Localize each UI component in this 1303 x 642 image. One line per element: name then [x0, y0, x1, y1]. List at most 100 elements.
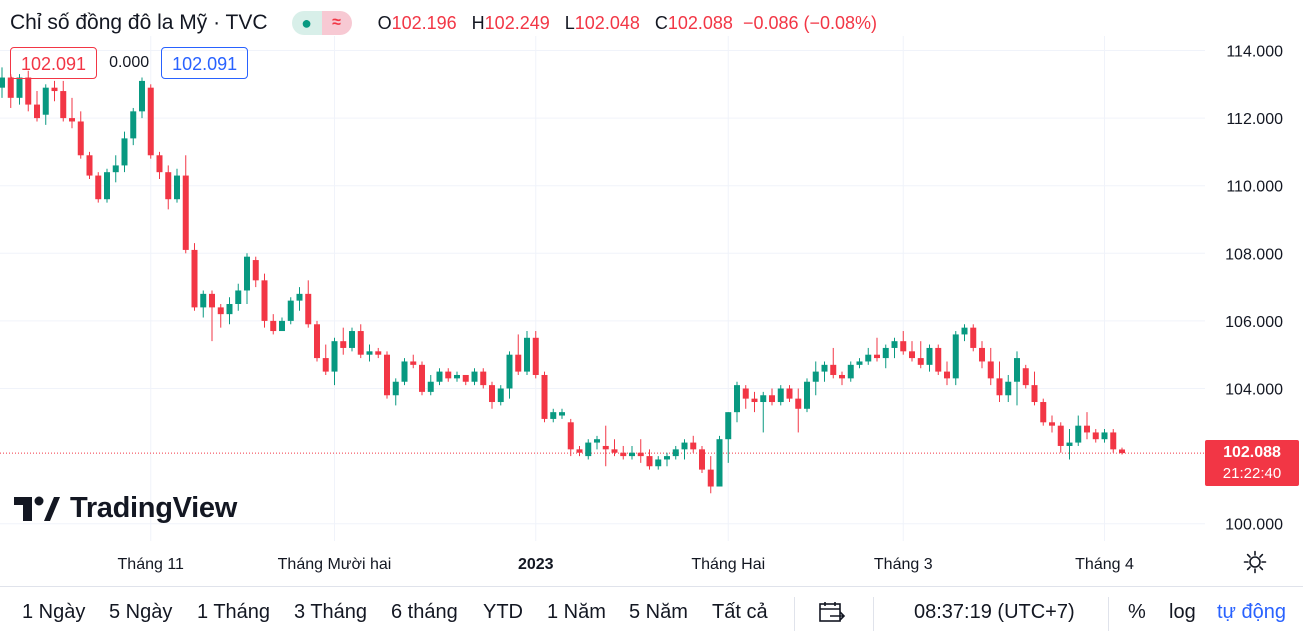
candle-body[interactable]	[34, 104, 40, 119]
range-3m-button[interactable]: 3 Tháng	[294, 601, 368, 623]
candle-body[interactable]	[314, 324, 320, 359]
candle-body[interactable]	[742, 388, 749, 399]
candle-body[interactable]	[707, 469, 714, 487]
range-1y-button[interactable]: 1 Năm	[547, 601, 606, 623]
candle-body[interactable]	[716, 439, 723, 487]
dot-icon[interactable]: ●	[291, 11, 322, 35]
candle-body[interactable]	[226, 304, 233, 315]
candle-body[interactable]	[821, 364, 828, 372]
candle-body[interactable]	[296, 293, 303, 301]
candle-body[interactable]	[156, 155, 163, 173]
candle-body[interactable]	[165, 172, 172, 200]
candle-body[interactable]	[1022, 368, 1029, 386]
auto-scale-button[interactable]: tự động	[1217, 601, 1286, 623]
candle-body[interactable]	[410, 361, 417, 365]
candle-body[interactable]	[357, 331, 364, 355]
candle-body[interactable]	[830, 364, 837, 375]
candle-body[interactable]	[629, 452, 635, 457]
candle-body[interactable]	[121, 138, 128, 166]
candle-body[interactable]	[1075, 425, 1082, 443]
calendar-goto-icon[interactable]	[818, 601, 846, 627]
candle-body[interactable]	[445, 371, 452, 379]
candle-body[interactable]	[734, 385, 740, 413]
candle-body[interactable]	[104, 172, 110, 200]
candle-body[interactable]	[1031, 385, 1038, 403]
candle-body[interactable]	[987, 361, 994, 379]
candle-body[interactable]	[786, 388, 793, 399]
candle-body[interactable]	[489, 385, 495, 403]
candle-body[interactable]	[751, 398, 758, 403]
candle-body[interactable]	[777, 388, 784, 403]
candle-body[interactable]	[620, 452, 627, 457]
candle-body[interactable]	[646, 456, 653, 467]
candle-body[interactable]	[130, 111, 137, 139]
candle-body[interactable]	[585, 442, 592, 457]
candle-body[interactable]	[900, 341, 907, 352]
candle-body[interactable]	[795, 398, 802, 409]
candle-body[interactable]	[147, 87, 154, 156]
chart-settings-icon[interactable]	[1243, 550, 1267, 574]
candle-body[interactable]	[690, 442, 697, 450]
candle-body[interactable]	[1110, 432, 1117, 450]
candle-body[interactable]	[882, 347, 889, 359]
candle-body[interactable]	[270, 320, 277, 332]
candle-body[interactable]	[567, 422, 574, 450]
candle-body[interactable]	[244, 256, 250, 291]
candle-body[interactable]	[917, 358, 924, 365]
candle-body[interactable]	[891, 341, 898, 348]
candle-body[interactable]	[174, 175, 180, 200]
candle-body[interactable]	[1119, 449, 1125, 454]
candle-body[interactable]	[349, 331, 355, 348]
candle-body[interactable]	[182, 175, 189, 250]
range-6m-button[interactable]: 6 tháng	[391, 601, 458, 623]
candle-body[interactable]	[25, 77, 32, 105]
candle-body[interactable]	[541, 374, 548, 419]
buy-price-button[interactable]: 102.091	[161, 47, 249, 79]
candle-body[interactable]	[69, 118, 75, 122]
symbol-title[interactable]: Chỉ số đồng đô la Mỹ · TVC	[10, 11, 268, 34]
candle-body[interactable]	[935, 347, 942, 372]
candle-body[interactable]	[839, 374, 845, 379]
candle-body[interactable]	[200, 293, 207, 308]
candle-body[interactable]	[926, 347, 933, 365]
candle-body[interactable]	[847, 364, 854, 379]
candle-body[interactable]	[392, 381, 399, 396]
candle-body[interactable]	[1057, 425, 1064, 446]
range-all-button[interactable]: Tất cả	[712, 601, 768, 623]
candle-body[interactable]	[681, 442, 688, 450]
candle-body[interactable]	[209, 293, 215, 308]
candle-body[interactable]	[252, 260, 259, 281]
candle-body[interactable]	[366, 351, 373, 355]
candle-body[interactable]	[235, 290, 242, 304]
candle-body[interactable]	[602, 445, 609, 450]
candle-body[interactable]	[261, 280, 268, 321]
timezone-clock[interactable]: 08:37:19 (UTC+7)	[914, 601, 1075, 623]
candle-body[interactable]	[1084, 425, 1090, 433]
range-1m-button[interactable]: 1 Tháng	[197, 601, 271, 623]
candle-body[interactable]	[139, 80, 145, 112]
candle-body[interactable]	[401, 361, 408, 382]
candle-body[interactable]	[812, 371, 819, 382]
candle-body[interactable]	[594, 439, 600, 443]
candle-body[interactable]	[769, 395, 775, 403]
candle-body[interactable]	[524, 337, 530, 372]
candle-body[interactable]	[1092, 432, 1099, 440]
candle-body[interactable]	[60, 91, 67, 119]
candle-body[interactable]	[77, 121, 84, 156]
sell-price-button[interactable]: 102.091	[10, 47, 98, 79]
candle-body[interactable]	[51, 87, 58, 92]
candle-body[interactable]	[462, 374, 469, 382]
candle-body[interactable]	[637, 452, 644, 457]
candle-body[interactable]	[331, 341, 338, 372]
candle-body[interactable]	[970, 327, 977, 348]
candle-body[interactable]	[1101, 432, 1108, 440]
candle-body[interactable]	[480, 371, 487, 386]
candle-body[interactable]	[874, 354, 880, 359]
candle-body[interactable]	[191, 249, 198, 308]
candle-body[interactable]	[699, 449, 705, 470]
price-axis[interactable]: 114.000 112.000 110.000 108.000 106.000 104.0…	[1225, 44, 1283, 534]
candle-body[interactable]	[0, 77, 5, 88]
candle-body[interactable]	[112, 165, 119, 173]
candle-body[interactable]	[497, 388, 504, 403]
time-axis[interactable]: Tháng 11 Tháng Mười hai 2023 Tháng Hai Tháng…	[118, 556, 1134, 573]
